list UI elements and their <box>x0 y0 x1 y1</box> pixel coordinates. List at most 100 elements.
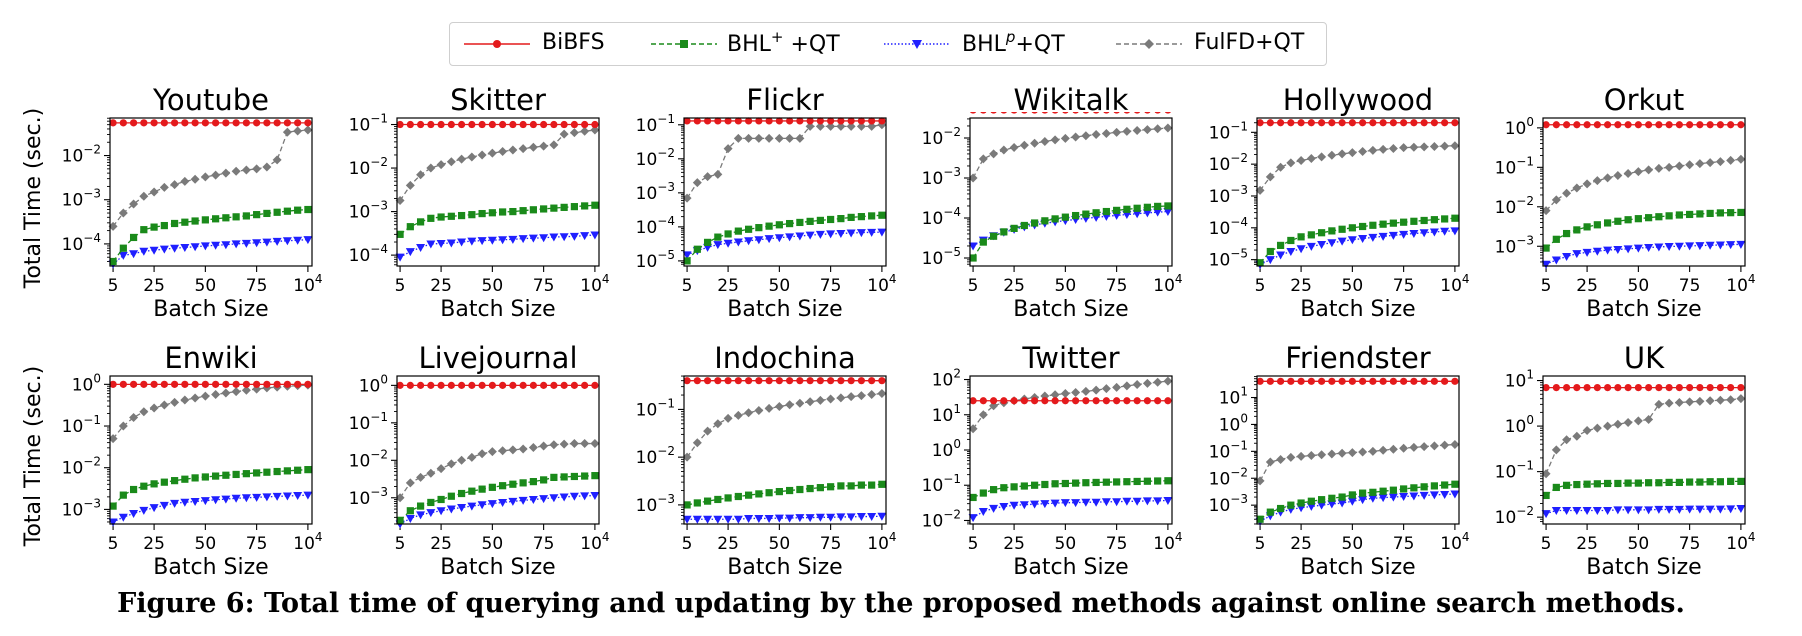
data-point-fulfd <box>1255 185 1265 195</box>
data-point-fulfd <box>968 173 978 183</box>
data-point-bhlp <box>846 513 856 522</box>
data-point-bibfs <box>468 120 476 129</box>
data-point-bhlplus <box>1696 210 1704 218</box>
data-point-bhlp <box>1358 235 1368 244</box>
data-point-bhlplus <box>969 493 977 502</box>
data-point-fulfd <box>1419 142 1429 152</box>
data-point-fulfd <box>539 441 549 451</box>
data-point-bhlplus <box>1092 478 1100 487</box>
data-point-bhlplus <box>837 215 845 223</box>
data-point-bhlplus <box>1665 478 1673 487</box>
data-point-fulfd <box>1388 444 1398 454</box>
data-point-bibfs <box>1624 384 1632 392</box>
data-point-fulfd <box>508 145 518 155</box>
data-point-fulfd <box>754 405 764 415</box>
data-point-fulfd <box>846 392 856 402</box>
y-tick-label: 10−4 <box>349 242 388 266</box>
data-point-bhlplus <box>744 491 753 499</box>
series-bibfs <box>1542 121 1745 129</box>
data-point-bibfs <box>1072 397 1080 405</box>
data-point-bibfs <box>550 120 558 129</box>
data-point-bibfs <box>283 119 291 127</box>
data-point-bibfs <box>560 381 568 389</box>
data-point-bhlp <box>580 232 590 241</box>
data-point-bhlp <box>1695 505 1705 514</box>
data-point-bhlp <box>774 234 784 243</box>
data-point-bhlplus <box>1297 499 1305 507</box>
subplot-twitter: Twitter 10−2 10−1 100 101 102 5 25 50 75 104 Batch … <box>922 341 1183 580</box>
data-point-bhlplus <box>509 207 517 216</box>
y-tick-label: 10−4 <box>922 205 961 229</box>
data-point-bhlplus <box>1338 493 1346 501</box>
data-point-bhlplus <box>1583 223 1591 231</box>
data-point-fulfd <box>1623 168 1633 178</box>
data-point-bhlp <box>978 507 988 516</box>
x-tick-label: 25 <box>430 534 452 554</box>
data-point-bhlp <box>1040 500 1050 509</box>
data-point-bibfs <box>478 120 486 129</box>
data-point-bhlp <box>1736 505 1746 514</box>
data-point-fulfd <box>744 408 754 418</box>
data-point-bhlp <box>590 231 600 240</box>
series-bhlplus <box>396 201 599 238</box>
data-point-bibfs <box>570 120 578 129</box>
data-point-bhlplus <box>868 481 876 489</box>
data-point-bhlplus <box>396 516 404 524</box>
data-point-bibfs <box>1562 384 1571 392</box>
data-point-bhlplus <box>806 217 814 225</box>
x-tick-label: 5 <box>1541 276 1552 296</box>
data-point-bhlplus <box>499 208 507 216</box>
y-tick-label: 10−5 <box>922 245 961 269</box>
data-point-bibfs <box>990 112 997 114</box>
series-bibfs <box>396 381 599 389</box>
data-point-bibfs <box>140 380 148 388</box>
data-point-fulfd <box>978 154 988 164</box>
data-point-fulfd <box>703 426 713 436</box>
data-point-fulfd <box>200 172 210 182</box>
data-point-fulfd <box>395 195 405 205</box>
data-point-fulfd <box>1715 395 1725 405</box>
data-point-bibfs <box>796 117 804 125</box>
data-point-bhlplus <box>1696 478 1704 486</box>
data-point-bhlplus <box>406 223 414 231</box>
series-bhlplus <box>109 466 312 510</box>
data-point-fulfd <box>1040 136 1050 146</box>
data-point-fulfd <box>241 385 251 395</box>
data-point-fulfd <box>1633 416 1643 426</box>
data-point-bhlp <box>1603 507 1613 516</box>
data-point-fulfd <box>1664 162 1674 172</box>
data-point-bibfs <box>273 380 281 388</box>
data-point-bhlplus <box>1389 486 1397 494</box>
data-point-bhlplus <box>1010 224 1018 232</box>
data-point-bhlplus <box>724 494 732 502</box>
data-point-bibfs <box>1103 112 1110 114</box>
data-point-bhlplus <box>1287 236 1295 245</box>
data-point-bhlplus <box>683 501 691 509</box>
data-point-bibfs <box>1143 397 1151 405</box>
data-point-bibfs <box>1686 121 1694 129</box>
data-point-fulfd <box>108 221 118 231</box>
x-tick-label: 25 <box>1576 534 1598 554</box>
data-point-bhlplus <box>1154 202 1162 210</box>
data-point-bibfs <box>437 381 445 389</box>
x-tick-label: 75 <box>1679 276 1701 296</box>
data-point-bhlplus <box>1133 477 1141 486</box>
data-point-bibfs <box>1706 121 1714 129</box>
data-point-bhlplus <box>1451 214 1459 222</box>
data-point-bhlp <box>733 515 743 524</box>
data-point-bhlp <box>231 494 241 503</box>
data-point-bhlplus <box>1287 501 1295 509</box>
data-point-fulfd <box>1551 445 1561 455</box>
data-point-bhlp <box>416 243 426 252</box>
data-point-fulfd <box>231 387 241 397</box>
data-point-bhlplus <box>765 489 773 497</box>
data-point-fulfd <box>457 455 467 465</box>
data-point-bhlplus <box>457 211 466 220</box>
x-tick-label: 50 <box>1628 276 1650 296</box>
data-point-bibfs <box>253 380 261 388</box>
data-point-bibfs <box>519 381 527 389</box>
data-point-fulfd <box>846 121 856 131</box>
series-bibfs <box>683 377 886 385</box>
data-point-fulfd <box>1736 394 1746 404</box>
